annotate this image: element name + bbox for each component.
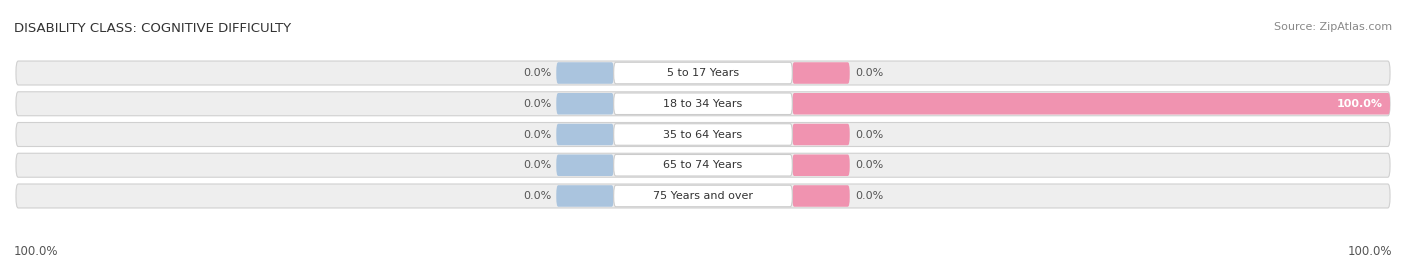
FancyBboxPatch shape	[793, 185, 849, 207]
Text: 0.0%: 0.0%	[523, 160, 551, 170]
Text: 65 to 74 Years: 65 to 74 Years	[664, 160, 742, 170]
Text: DISABILITY CLASS: COGNITIVE DIFFICULTY: DISABILITY CLASS: COGNITIVE DIFFICULTY	[14, 22, 291, 34]
Text: 75 Years and over: 75 Years and over	[652, 191, 754, 201]
FancyBboxPatch shape	[15, 61, 1391, 85]
Text: Source: ZipAtlas.com: Source: ZipAtlas.com	[1274, 22, 1392, 31]
FancyBboxPatch shape	[793, 124, 849, 145]
FancyBboxPatch shape	[793, 154, 849, 176]
Text: 0.0%: 0.0%	[523, 68, 551, 78]
Text: 100.0%: 100.0%	[1347, 245, 1392, 258]
Text: 100.0%: 100.0%	[14, 245, 59, 258]
Text: 100.0%: 100.0%	[1336, 99, 1382, 109]
FancyBboxPatch shape	[613, 62, 793, 84]
FancyBboxPatch shape	[613, 93, 793, 115]
Text: 0.0%: 0.0%	[855, 129, 883, 140]
FancyBboxPatch shape	[557, 185, 613, 207]
Text: 0.0%: 0.0%	[523, 99, 551, 109]
FancyBboxPatch shape	[15, 122, 1391, 147]
FancyBboxPatch shape	[557, 62, 613, 84]
Text: 0.0%: 0.0%	[523, 129, 551, 140]
FancyBboxPatch shape	[613, 154, 793, 176]
Text: 18 to 34 Years: 18 to 34 Years	[664, 99, 742, 109]
Text: 0.0%: 0.0%	[855, 160, 883, 170]
FancyBboxPatch shape	[793, 93, 1391, 115]
FancyBboxPatch shape	[613, 124, 793, 145]
FancyBboxPatch shape	[793, 62, 849, 84]
Text: 35 to 64 Years: 35 to 64 Years	[664, 129, 742, 140]
FancyBboxPatch shape	[15, 92, 1391, 116]
Text: 5 to 17 Years: 5 to 17 Years	[666, 68, 740, 78]
FancyBboxPatch shape	[557, 124, 613, 145]
FancyBboxPatch shape	[557, 93, 613, 115]
Text: 0.0%: 0.0%	[855, 68, 883, 78]
Text: 0.0%: 0.0%	[855, 191, 883, 201]
FancyBboxPatch shape	[15, 184, 1391, 208]
FancyBboxPatch shape	[613, 185, 793, 207]
Text: 0.0%: 0.0%	[523, 191, 551, 201]
FancyBboxPatch shape	[557, 154, 613, 176]
FancyBboxPatch shape	[15, 153, 1391, 177]
